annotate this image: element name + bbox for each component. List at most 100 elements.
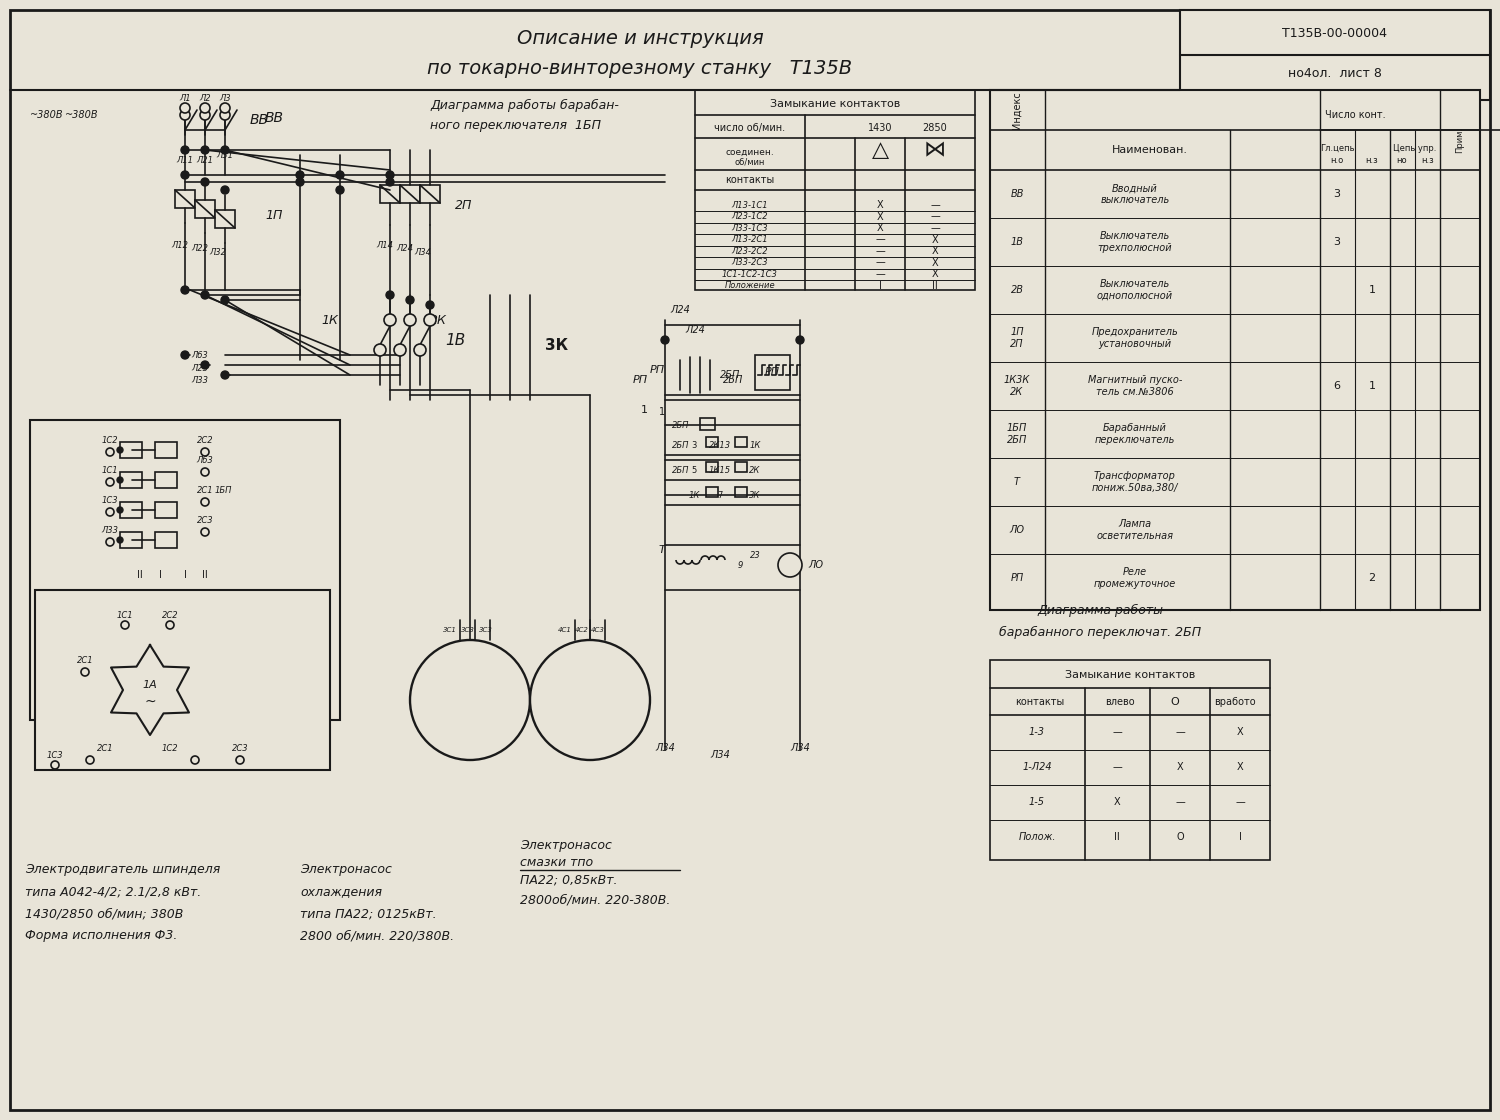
Text: 2800об/мин. 220-380В.: 2800об/мин. 220-380В. xyxy=(520,894,670,906)
Text: —: — xyxy=(874,234,885,244)
Text: 7: 7 xyxy=(717,491,723,500)
Bar xyxy=(380,185,400,203)
Text: Диаграмма работы барабан-: Диаграмма работы барабан- xyxy=(430,99,620,112)
Text: 1К15: 1К15 xyxy=(710,466,730,475)
Circle shape xyxy=(117,507,123,513)
Bar xyxy=(735,463,747,472)
Text: 1БП: 1БП xyxy=(214,485,232,495)
Text: 3С1: 3С1 xyxy=(442,627,458,633)
Text: ~: ~ xyxy=(144,696,156,709)
Text: Число конт.: Число конт. xyxy=(1324,110,1386,120)
Text: Диаграмма работы: Диаграмма работы xyxy=(1036,604,1162,616)
Text: 1: 1 xyxy=(1368,284,1376,295)
Text: ВВ: ВВ xyxy=(1011,189,1025,199)
Text: Л1: Л1 xyxy=(178,93,190,103)
Text: 4С3: 4С3 xyxy=(591,627,604,633)
Circle shape xyxy=(424,314,436,326)
Bar xyxy=(176,190,195,208)
Text: Цепь упр.: Цепь упр. xyxy=(1394,143,1437,152)
Text: вработо: вработо xyxy=(1214,697,1255,707)
Text: Замыкание контактов: Замыкание контактов xyxy=(1065,670,1196,680)
Circle shape xyxy=(220,186,230,194)
Text: Лб3: Лб3 xyxy=(196,456,213,465)
Text: Т135В-00-00004: Т135В-00-00004 xyxy=(1282,27,1388,39)
Text: 3К: 3К xyxy=(544,337,568,353)
Text: Описание и инструкция: Описание и инструкция xyxy=(516,28,764,47)
Bar xyxy=(706,437,718,447)
Text: Л11: Л11 xyxy=(177,156,194,165)
Bar xyxy=(120,442,142,458)
Text: 3К: 3К xyxy=(750,491,760,500)
Text: 3С3: 3С3 xyxy=(478,627,494,633)
Circle shape xyxy=(220,146,230,155)
Text: типа А042-4/2; 2.1/2,8 кВт.: типа А042-4/2; 2.1/2,8 кВт. xyxy=(26,886,201,898)
Text: 2Д: 2Д xyxy=(459,682,482,698)
Bar xyxy=(195,200,214,218)
Text: —: — xyxy=(1234,797,1245,808)
Text: 2850: 2850 xyxy=(922,123,948,133)
Text: II: II xyxy=(136,570,142,580)
Text: 1-3: 1-3 xyxy=(1029,727,1045,737)
Text: —: — xyxy=(930,223,940,233)
Text: н.з: н.з xyxy=(1422,156,1434,165)
Text: —: — xyxy=(1112,762,1122,772)
Text: Электродвигатель шпинделя: Электродвигатель шпинделя xyxy=(26,864,220,877)
Text: 1С2: 1С2 xyxy=(102,436,118,445)
Text: Л33-2С3: Л33-2С3 xyxy=(732,258,768,267)
Text: 1С1: 1С1 xyxy=(102,466,118,475)
Text: X: X xyxy=(876,200,884,211)
Text: Замыкание контактов: Замыкание контактов xyxy=(770,99,900,109)
Text: Трансформатор
пониж.50ва,380/: Трансформатор пониж.50ва,380/ xyxy=(1092,472,1178,493)
Text: Электронасос: Электронасос xyxy=(520,839,612,851)
Text: Л22: Л22 xyxy=(192,243,208,252)
Text: 2800 об/мин. 220/380В.: 2800 об/мин. 220/380В. xyxy=(300,930,454,943)
Bar xyxy=(700,418,715,430)
Text: 4С2: 4С2 xyxy=(574,627,590,633)
Circle shape xyxy=(117,447,123,452)
Text: 1С2: 1С2 xyxy=(162,744,178,753)
Text: Лб3: Лб3 xyxy=(192,351,208,360)
Circle shape xyxy=(182,146,189,155)
Circle shape xyxy=(182,351,189,360)
Circle shape xyxy=(662,336,669,344)
Text: ~380В: ~380В xyxy=(30,110,63,120)
Circle shape xyxy=(374,344,386,356)
Text: Барабанный
переключатель: Барабанный переключатель xyxy=(1095,423,1174,445)
Text: X: X xyxy=(1236,727,1244,737)
Text: по токарно-винторезному станку   Т135В: по токарно-винторезному станку Т135В xyxy=(427,58,852,77)
Text: I: I xyxy=(1239,832,1242,842)
Circle shape xyxy=(106,508,114,516)
Circle shape xyxy=(200,110,210,120)
Text: 2С1: 2С1 xyxy=(196,485,213,495)
Text: X: X xyxy=(932,258,939,268)
Text: Вводный
выключатель: Вводный выключатель xyxy=(1101,184,1170,205)
Text: Электронасос: Электронасос xyxy=(300,864,392,877)
Text: РП: РП xyxy=(650,365,664,375)
Bar xyxy=(400,185,420,203)
Circle shape xyxy=(386,171,394,179)
Circle shape xyxy=(106,538,114,547)
Circle shape xyxy=(117,536,123,543)
Bar xyxy=(1180,10,1490,100)
Text: РП: РП xyxy=(1011,573,1023,584)
Text: 9: 9 xyxy=(738,560,742,569)
Text: контакты: контакты xyxy=(1016,697,1065,707)
Bar xyxy=(420,185,440,203)
Text: 1С1: 1С1 xyxy=(117,610,134,619)
Circle shape xyxy=(410,640,530,760)
Circle shape xyxy=(778,553,802,577)
Circle shape xyxy=(117,477,123,483)
Circle shape xyxy=(384,314,396,326)
Text: но: но xyxy=(1396,156,1407,165)
Circle shape xyxy=(796,336,804,344)
Text: I: I xyxy=(879,280,882,290)
Text: ВВ: ВВ xyxy=(266,111,284,125)
Text: 1С3: 1С3 xyxy=(102,495,118,504)
Text: 1А: 1А xyxy=(142,680,158,690)
Text: барабанного переключат. 2БП: барабанного переключат. 2БП xyxy=(999,625,1202,638)
Text: об/мин: об/мин xyxy=(735,158,765,167)
Text: ~380В: ~380В xyxy=(64,110,99,120)
Text: 2БП: 2БП xyxy=(723,375,742,385)
Text: 2: 2 xyxy=(1368,573,1376,584)
Text: соединен.: соединен. xyxy=(726,148,774,157)
